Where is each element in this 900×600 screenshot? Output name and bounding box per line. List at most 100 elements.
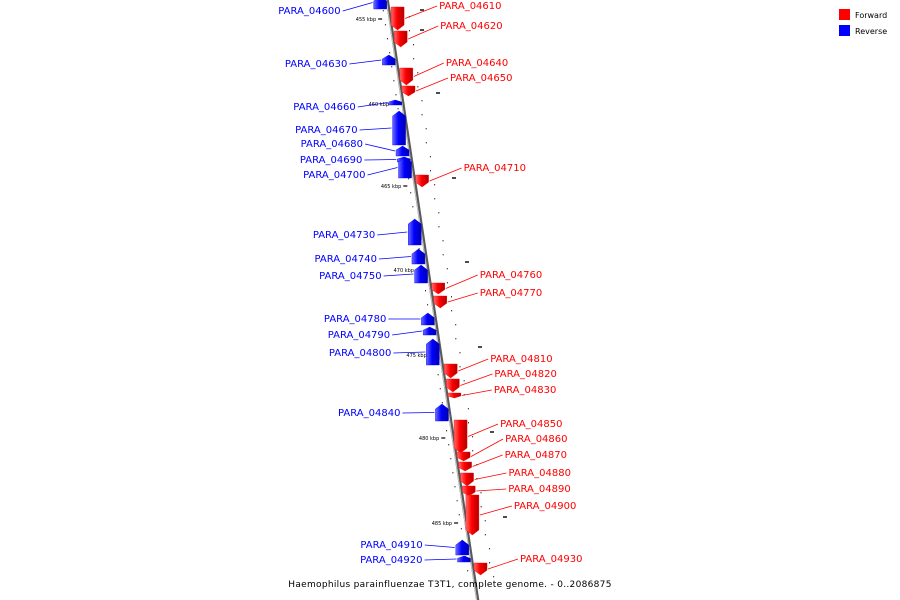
gene-para-04860[interactable]: PARA_04860 <box>456 434 568 462</box>
gene-label[interactable]: PARA_04710 <box>464 163 526 174</box>
gene-para-04660[interactable]: PARA_04660 <box>293 99 402 113</box>
gene-para-04650[interactable]: PARA_04650 <box>401 73 512 97</box>
gene-label[interactable]: PARA_04920 <box>360 555 422 566</box>
gene-label[interactable]: PARA_04670 <box>295 125 357 136</box>
forward-gene-arrow[interactable] <box>462 485 476 497</box>
gene-label[interactable]: PARA_04870 <box>505 450 567 461</box>
forward-gene-arrow[interactable] <box>456 451 471 462</box>
forward-gene-arrow[interactable] <box>393 30 408 48</box>
gene-para-04730[interactable]: PARA_04730 <box>313 218 422 246</box>
gene-para-04880[interactable]: PARA_04880 <box>460 468 571 487</box>
gene-para-04780[interactable]: PARA_04780 <box>324 312 435 326</box>
reverse-gene-arrow[interactable] <box>395 145 410 157</box>
forward-gene-arrow[interactable] <box>453 419 468 454</box>
gene-para-04870[interactable]: PARA_04870 <box>458 450 567 472</box>
forward-gene-arrow[interactable] <box>473 562 488 576</box>
gene-para-04700[interactable]: PARA_04700 <box>303 156 412 181</box>
gene-para-04690[interactable]: PARA_04690 <box>300 155 411 166</box>
gene-label[interactable]: PARA_04620 <box>440 21 502 32</box>
gene-label[interactable]: PARA_04640 <box>446 58 508 69</box>
gene-para-04830[interactable]: PARA_04830 <box>447 385 556 399</box>
gene-para-04680[interactable]: PARA_04680 <box>301 139 410 157</box>
reverse-gene-arrow[interactable] <box>457 555 471 563</box>
gene-label[interactable]: PARA_04910 <box>360 540 422 551</box>
reverse-gene-arrow[interactable] <box>382 54 396 66</box>
gene-para-04740[interactable]: PARA_04740 <box>315 248 426 265</box>
gene-label[interactable]: PARA_04690 <box>300 155 362 166</box>
forward-gene-arrow[interactable] <box>401 85 416 97</box>
reverse-gene-arrow[interactable] <box>411 248 426 265</box>
gene-para-04790[interactable]: PARA_04790 <box>328 326 437 341</box>
forward-gene-arrow[interactable] <box>447 392 462 399</box>
gene-para-04710[interactable]: PARA_04710 <box>415 163 526 188</box>
gene-para-04620[interactable]: PARA_04620 <box>393 21 503 48</box>
gene-label[interactable]: PARA_04900 <box>514 501 576 512</box>
reverse-gene-arrow[interactable] <box>373 0 387 10</box>
gene-label[interactable]: PARA_04650 <box>450 73 512 84</box>
gene-label[interactable]: PARA_04680 <box>301 139 363 150</box>
gene-label[interactable]: PARA_04760 <box>480 270 542 281</box>
gene-para-04640[interactable]: PARA_04640 <box>399 58 508 86</box>
gene-label[interactable]: PARA_04890 <box>508 484 570 495</box>
forward-gene-arrow[interactable] <box>399 67 414 86</box>
gene-label[interactable]: PARA_04780 <box>324 314 386 325</box>
gene-para-04890[interactable]: PARA_04890 <box>462 484 571 497</box>
reverse-gene-arrow[interactable] <box>398 156 412 179</box>
gene-label[interactable]: PARA_04840 <box>338 408 400 419</box>
gene-para-04610[interactable]: PARA_04610 <box>390 1 502 31</box>
gene-label[interactable]: PARA_04880 <box>509 468 571 479</box>
forward-gene-arrow[interactable] <box>460 472 474 487</box>
gene-para-04630[interactable]: PARA_04630 <box>285 54 396 70</box>
gene-label[interactable]: PARA_04600 <box>278 6 340 17</box>
gene-para-04600[interactable]: PARA_04600 <box>278 0 387 17</box>
forward-gene-arrow[interactable] <box>431 282 445 295</box>
gene-para-04770[interactable]: PARA_04770 <box>433 288 542 309</box>
reverse-gene-arrow[interactable] <box>388 99 402 106</box>
gene-label[interactable]: PARA_04850 <box>500 419 562 430</box>
reverse-gene-arrow[interactable] <box>455 539 469 556</box>
forward-gene-arrow[interactable] <box>446 378 460 393</box>
gene-para-04850[interactable]: PARA_04850 <box>453 419 563 454</box>
reverse-gene-arrow[interactable] <box>422 326 437 336</box>
gene-label[interactable]: PARA_04610 <box>439 1 501 12</box>
gene-para-04670[interactable]: PARA_04670 <box>295 110 406 146</box>
gene-para-04760[interactable]: PARA_04760 <box>431 270 542 295</box>
gene-para-04820[interactable]: PARA_04820 <box>446 369 557 393</box>
gene-label[interactable]: PARA_04860 <box>505 434 567 445</box>
reverse-gene-arrow[interactable] <box>435 403 449 422</box>
gene-para-04900[interactable]: PARA_04900 <box>465 494 576 536</box>
gene-para-04810[interactable]: PARA_04810 <box>443 354 553 379</box>
gene-label[interactable]: PARA_04810 <box>490 354 552 365</box>
gene-label[interactable]: PARA_04790 <box>328 330 390 341</box>
gene-label[interactable]: PARA_04730 <box>313 230 375 241</box>
reverse-gene-arrow[interactable] <box>414 264 428 284</box>
gene-label[interactable]: PARA_04700 <box>303 170 365 181</box>
gene-label[interactable]: PARA_04930 <box>520 554 582 565</box>
forward-gene-arrow[interactable] <box>415 174 429 188</box>
gene-para-04930[interactable]: PARA_04930 <box>473 554 582 576</box>
gene-para-04840[interactable]: PARA_04840 <box>338 403 449 422</box>
gene-para-04910[interactable]: PARA_04910 <box>360 539 469 556</box>
gene-para-04800[interactable]: PARA_04800 <box>329 338 440 366</box>
forward-gene-arrow[interactable] <box>390 6 405 31</box>
gene-label[interactable]: PARA_04800 <box>329 348 391 359</box>
gene-para-04920[interactable]: PARA_04920 <box>360 555 471 566</box>
gene-para-04750[interactable]: PARA_04750 <box>319 264 428 284</box>
gene-label[interactable]: PARA_04750 <box>319 271 381 282</box>
forward-gene-arrow[interactable] <box>465 494 480 536</box>
scale-tick-label: 460 kbp <box>369 102 389 108</box>
forward-gene-arrow[interactable] <box>443 363 458 379</box>
gene-label[interactable]: PARA_04660 <box>293 102 355 113</box>
gene-label[interactable]: PARA_04830 <box>494 385 556 396</box>
reverse-gene-arrow[interactable] <box>426 338 440 366</box>
forward-gene-arrow[interactable] <box>433 295 448 309</box>
gene-label[interactable]: PARA_04740 <box>315 254 377 265</box>
forward-gene-arrow[interactable] <box>458 461 472 472</box>
reverse-gene-arrow[interactable] <box>392 110 406 146</box>
gene-label[interactable]: PARA_04630 <box>285 59 347 70</box>
scale-tick-label: 465 kbp <box>381 184 401 190</box>
gene-label[interactable]: PARA_04770 <box>480 288 542 299</box>
gene-label[interactable]: PARA_04820 <box>494 369 556 380</box>
reverse-gene-arrow[interactable] <box>421 312 435 326</box>
reverse-gene-arrow[interactable] <box>408 218 422 246</box>
